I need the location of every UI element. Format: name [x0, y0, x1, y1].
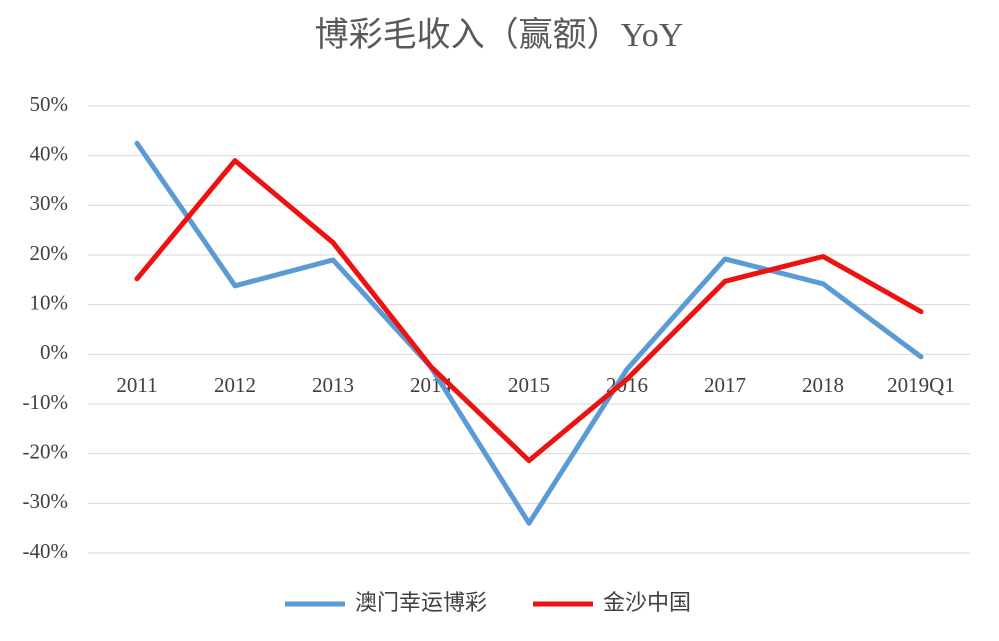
line-series: [134, 158, 924, 464]
y-tick-label: 30%: [30, 191, 69, 215]
line-series: [134, 140, 924, 526]
x-tick-label: 2015: [508, 373, 550, 397]
x-tick-label: 2011: [116, 373, 157, 397]
y-tick-label: -40%: [23, 539, 69, 563]
x-tick-label: 2012: [214, 373, 256, 397]
x-tick-label: 2017: [704, 373, 746, 397]
y-tick-label: 10%: [30, 290, 69, 314]
y-tick-label: -20%: [23, 439, 69, 463]
y-tick-label: -10%: [23, 390, 69, 414]
x-tick-label: 2018: [802, 373, 844, 397]
legend-label: 金沙中国: [603, 591, 691, 616]
y-tick-label: -30%: [23, 489, 69, 513]
y-tick-label: 40%: [30, 141, 69, 165]
legend-label: 澳门幸运博彩: [355, 591, 487, 616]
y-tick-label: 20%: [30, 241, 69, 265]
y-tick-label: 50%: [30, 92, 69, 116]
chart-title: 博彩毛收入（赢额）YoY: [315, 16, 684, 54]
x-tick-label: 2019Q1: [887, 373, 955, 397]
x-tick-label: 2013: [312, 373, 354, 397]
y-tick-label: 0%: [40, 340, 68, 364]
